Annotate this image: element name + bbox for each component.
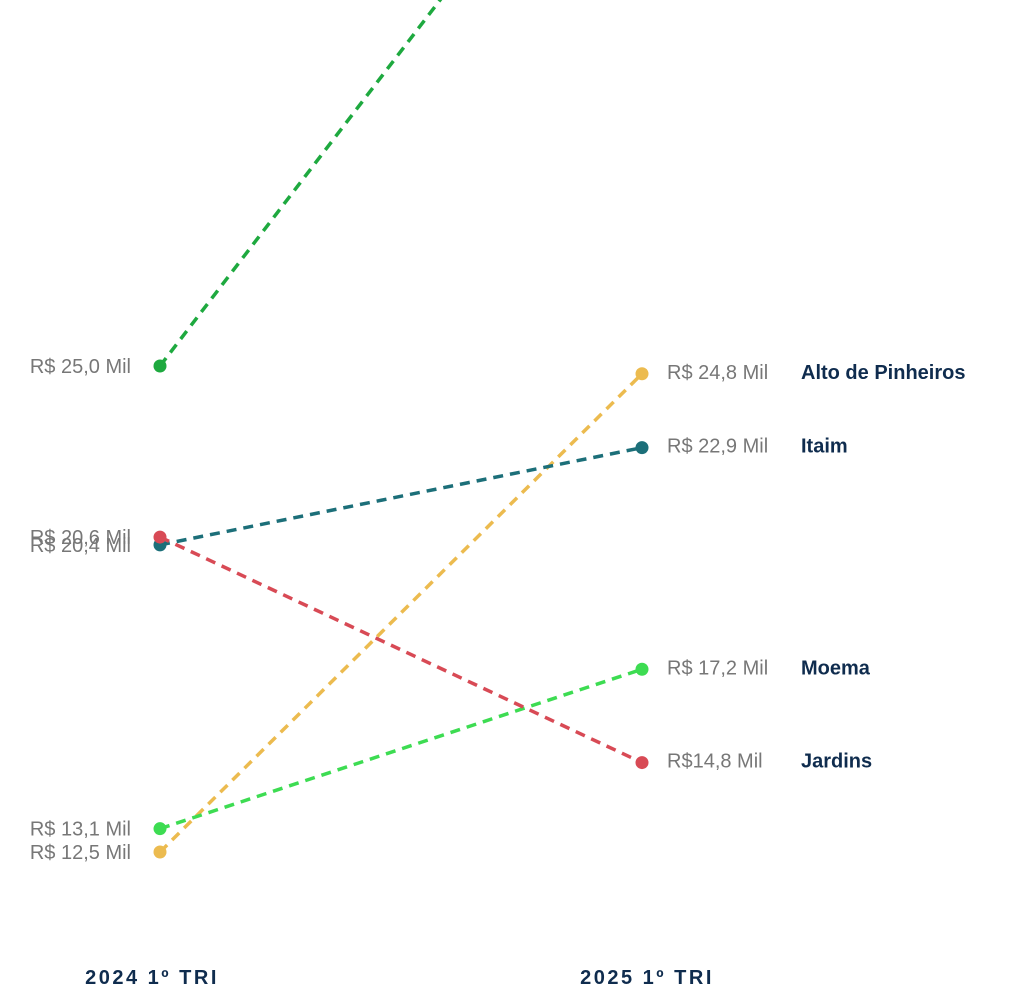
value-label-end-alto-de-pinheiros: R$ 24,8 Mil <box>667 362 768 384</box>
value-label-start-moema: R$ 13,1 Mil <box>30 819 131 841</box>
point-end-alto-de-pinheiros <box>635 367 649 381</box>
point-end-jardins <box>635 756 649 770</box>
category-label-left: 2024 1º TRI <box>85 967 219 989</box>
value-label-start-alto-de-pinheiros: R$ 12,5 Mil <box>30 842 131 864</box>
series-names: Vila Nova ConceiçãoAlto de PinheirosItai… <box>801 362 965 773</box>
series-name-alto-de-pinheiros: Alto de Pinheiros <box>801 362 965 384</box>
series-line-vila-nova-conceicao <box>158 0 443 368</box>
point-end-itaim <box>635 441 649 455</box>
series-points <box>153 359 649 859</box>
series-name-jardins: Jardins <box>801 751 872 773</box>
value-label-start-jardins: R$ 20,6 Mil <box>30 527 131 549</box>
series-line-moema <box>159 667 643 831</box>
value-label-end-jardins: R$14,8 Mil <box>667 751 763 773</box>
value-label-start-vila-nova-conceicao: R$ 25,0 Mil <box>30 356 131 378</box>
point-start-jardins <box>153 530 167 544</box>
series-line-jardins <box>159 535 643 765</box>
series-name-itaim: Itaim <box>801 436 848 458</box>
series-line-alto-de-pinheiros <box>158 372 644 854</box>
series-line-itaim <box>159 445 643 547</box>
point-end-moema <box>635 662 649 676</box>
point-start-moema <box>153 822 167 836</box>
category-label-right: 2025 1º TRI <box>580 967 714 989</box>
value-label-end-moema: R$ 17,2 Mil <box>667 657 768 679</box>
value-label-end-itaim: R$ 22,9 Mil <box>667 436 768 458</box>
series-lines <box>158 0 644 854</box>
point-start-vila-nova-conceicao <box>153 359 167 373</box>
value-label-start-itaim: R$ 20,4 Mil <box>30 535 131 557</box>
point-start-alto-de-pinheiros <box>153 845 167 859</box>
series-name-moema: Moema <box>801 657 871 679</box>
